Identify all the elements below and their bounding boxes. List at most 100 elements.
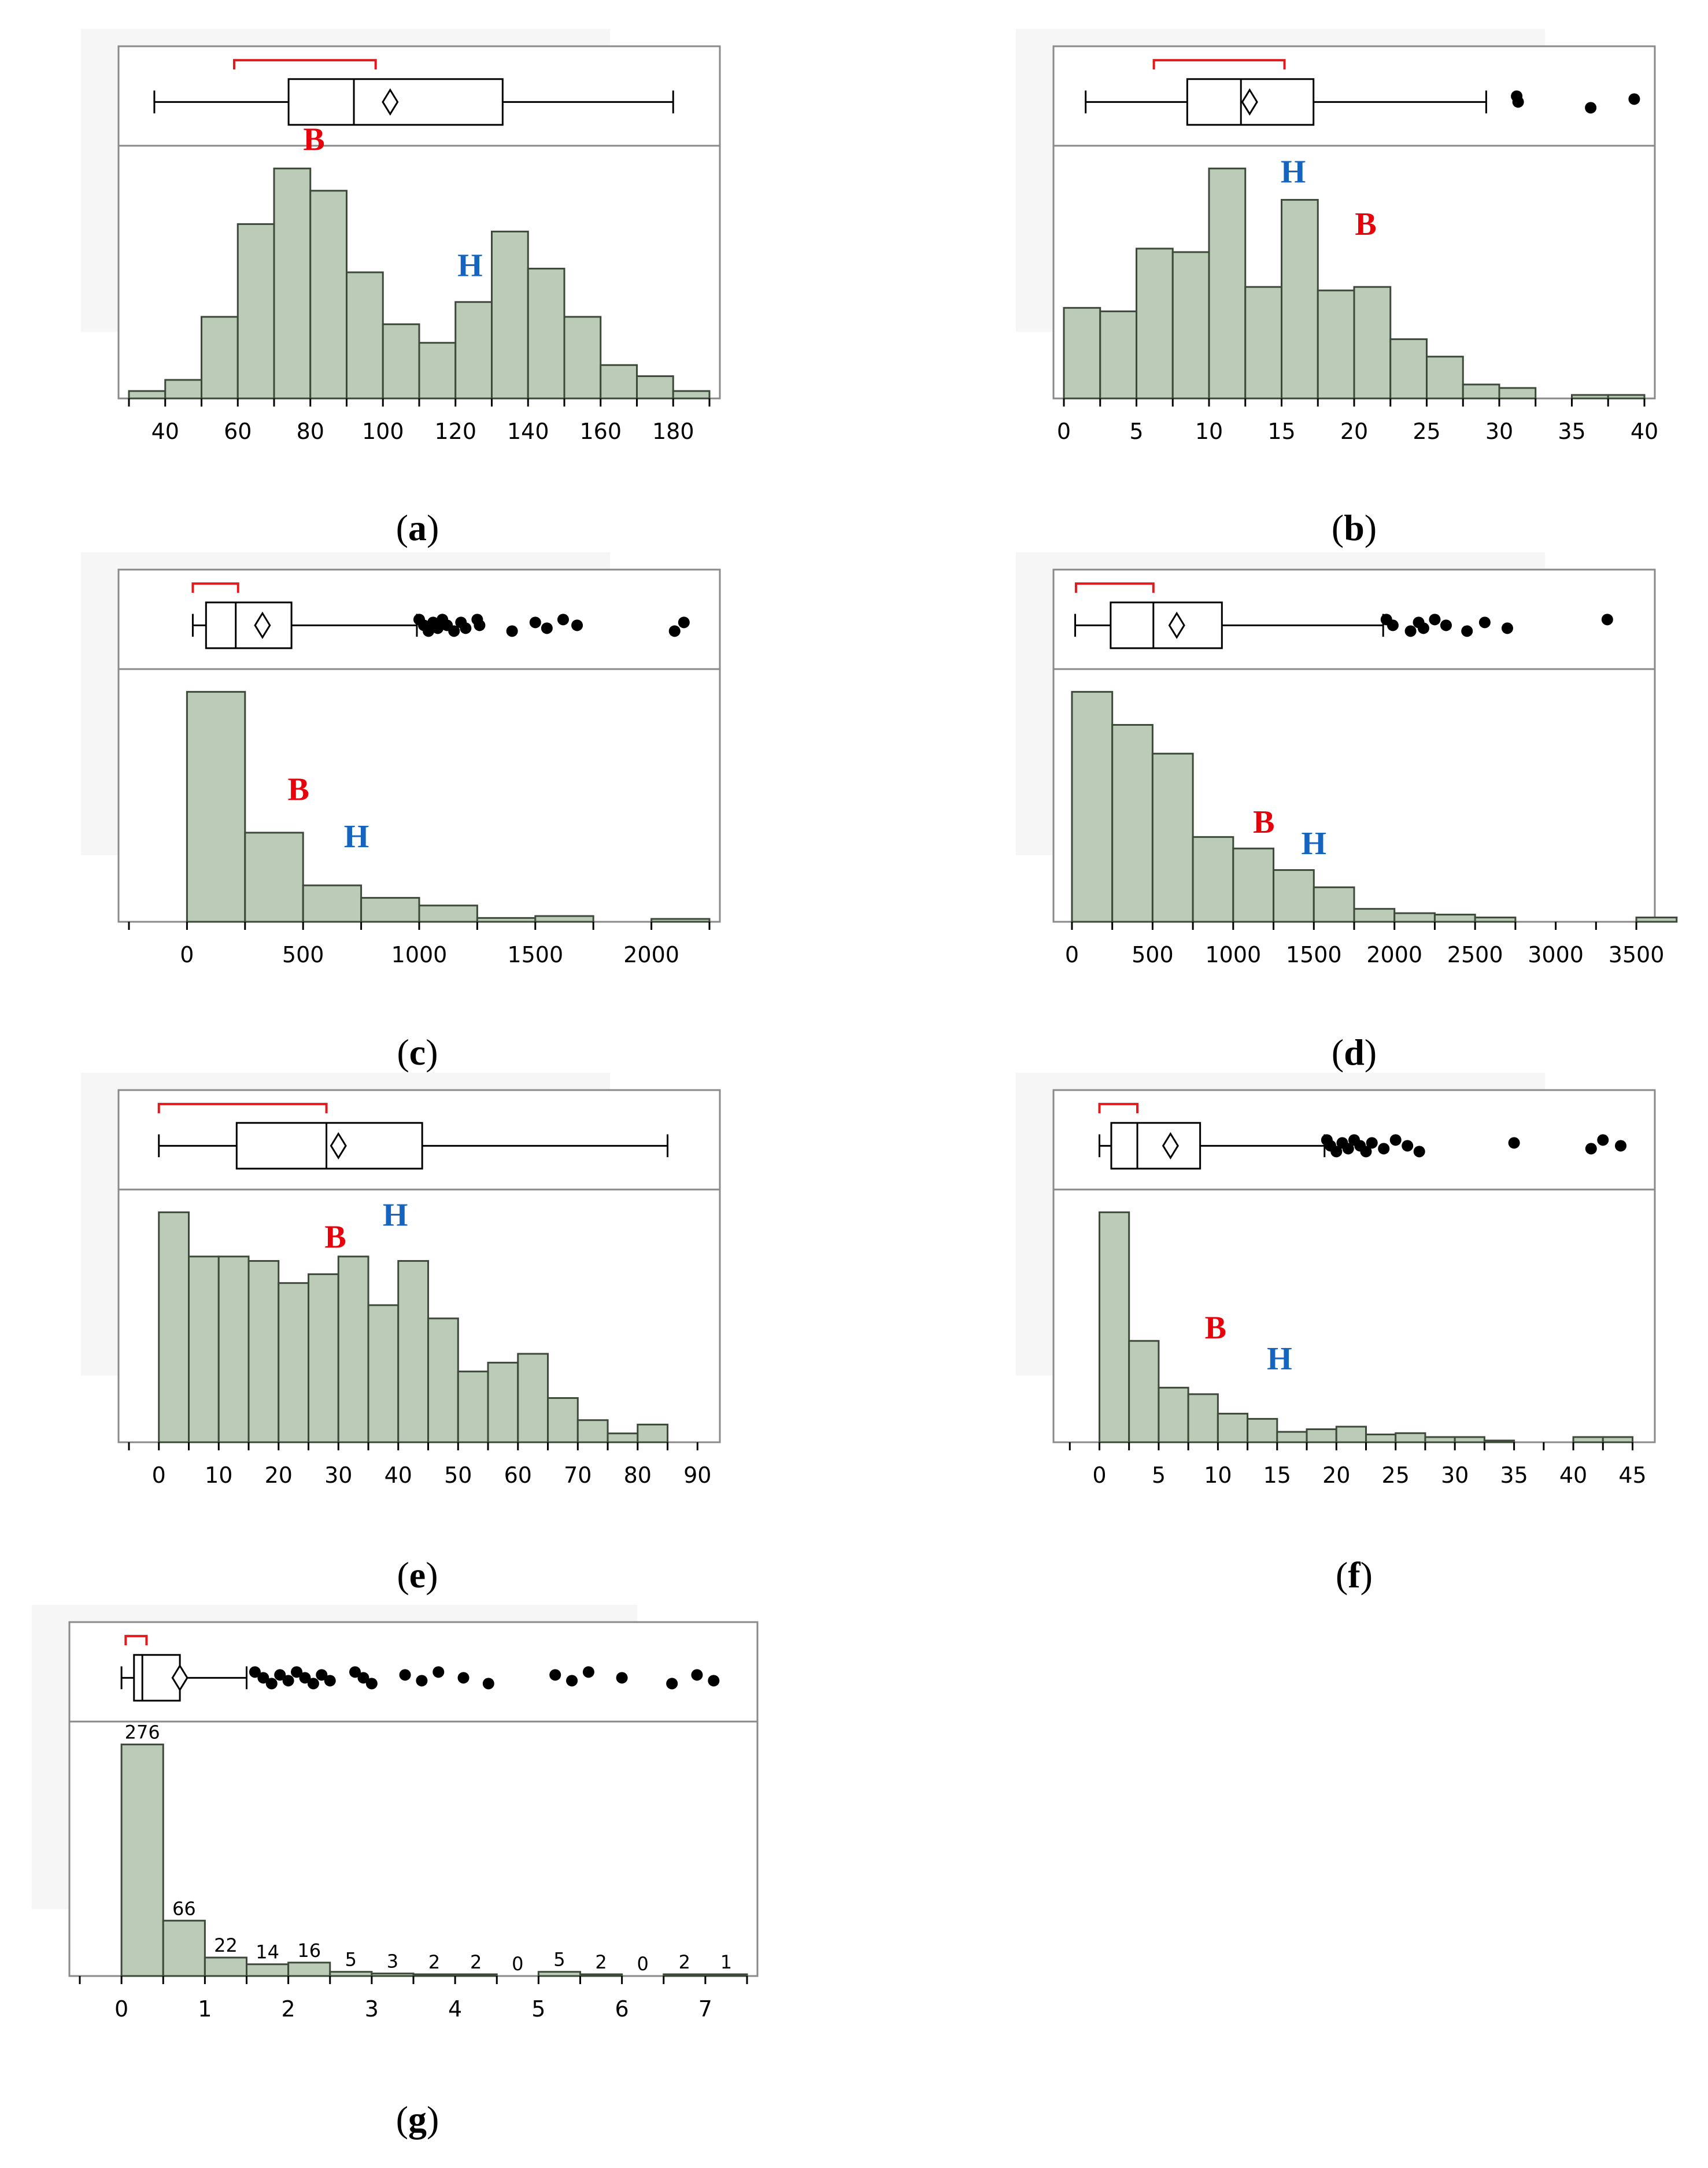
histogram-bar-a-6 (346, 271, 384, 400)
mean-diamond-b (1241, 88, 1258, 116)
count-label-g-13: 2 (679, 1951, 690, 1973)
outlier-point-f-14 (1585, 1143, 1597, 1155)
histogram-bar-d-5 (1273, 869, 1315, 923)
histogram-bar-a-8 (418, 342, 457, 400)
histogram-bar-e-2 (217, 1255, 250, 1443)
annotation-H-e: H (383, 1197, 408, 1233)
x-tick-label-e-8: 80 (624, 1462, 652, 1488)
outlier-point-f-15 (1597, 1134, 1609, 1146)
outlier-point-d-4 (1417, 622, 1429, 634)
histogram-bar-b-8 (1353, 286, 1392, 400)
histogram-bar-b-11 (1462, 383, 1500, 400)
iqr-box-c (205, 601, 293, 649)
outlier-point-f-12 (1413, 1146, 1425, 1158)
x-tick-label-e-1: 10 (205, 1462, 232, 1488)
histogram-bar-f-12 (1454, 1436, 1485, 1443)
histogram-bar-e-16 (637, 1423, 669, 1443)
histogram-bar-b-14 (1571, 394, 1609, 400)
x-tick-label-g-2: 2 (282, 1996, 295, 2022)
histogram-bar-a-5 (309, 190, 347, 400)
histogram-bar-e-6 (337, 1255, 369, 1443)
count-label-g-6: 3 (387, 1951, 398, 1973)
histogram-bar-b-7 (1317, 289, 1355, 400)
histogram-bar-d-6 (1313, 886, 1355, 923)
outlier-point-b-1 (1512, 96, 1524, 108)
x-tick-label-f-3: 15 (1263, 1462, 1291, 1488)
outlier-point-f-10 (1389, 1134, 1402, 1146)
histogram-bar-e-7 (367, 1304, 400, 1443)
outlier-point-g-10 (349, 1666, 361, 1678)
count-label-g-8: 2 (470, 1951, 482, 1973)
outlier-point-d-10 (1601, 614, 1613, 626)
outlier-point-c-17 (668, 625, 681, 637)
x-tick-label-f-8: 40 (1559, 1462, 1587, 1488)
histogram-bar-f-16 (1572, 1436, 1604, 1443)
interval-bracket-d (1074, 582, 1155, 593)
x-tick-label-d-4: 2000 (1366, 942, 1422, 967)
histogram-bar-g-2 (204, 1956, 247, 1977)
iqr-box-f (1110, 1122, 1201, 1170)
histogram-bar-e-1 (188, 1255, 220, 1443)
histogram-bar-f-8 (1335, 1425, 1367, 1443)
count-label-g-2: 22 (214, 1934, 238, 1956)
outlier-point-d-2 (1404, 625, 1417, 637)
outlier-point-f-8 (1366, 1137, 1378, 1149)
x-tick-label-b-0: 0 (1057, 419, 1071, 444)
mean-diamond-e (330, 1132, 347, 1159)
x-tick-label-b-1: 5 (1129, 419, 1143, 444)
histogram-bar-e-15 (607, 1432, 639, 1443)
histogram-bar-e-3 (247, 1260, 280, 1443)
outlier-point-g-19 (566, 1675, 578, 1687)
annotation-B-b: B (1355, 206, 1376, 242)
x-tick-label-f-9: 45 (1618, 1462, 1646, 1488)
histogram-bar-f-3 (1187, 1393, 1219, 1443)
interval-bracket-a (232, 59, 377, 70)
panel-label-a: (a) (396, 507, 439, 548)
histogram-bar-g-11 (579, 1973, 623, 1977)
histogram-bar-e-10 (457, 1371, 489, 1443)
outlier-point-c-7 (448, 625, 460, 637)
histogram-bar-b-5 (1244, 286, 1282, 400)
histogram-bar-f-2 (1158, 1387, 1189, 1443)
outlier-point-g-18 (549, 1669, 561, 1681)
x-tick-label-a-2: 80 (297, 419, 324, 444)
count-label-g-1: 66 (172, 1897, 196, 1919)
histogram-bar-c-5 (476, 917, 537, 923)
chart-a: 40 60 80 100 120 140 160 180 B H (81, 29, 721, 444)
histogram-bar-a-0 (128, 390, 167, 400)
histogram-bar-e-13 (547, 1397, 579, 1443)
x-tick-label-e-9: 90 (683, 1462, 711, 1488)
x-tick-label-c-1: 500 (282, 942, 324, 967)
histogram-bar-b-12 (1498, 387, 1537, 400)
x-tick-label-e-3: 30 (324, 1462, 352, 1488)
histogram-bar-b-9 (1389, 338, 1428, 400)
x-tick-label-e-6: 60 (504, 1462, 532, 1488)
panel-label-g: (g) (396, 2099, 439, 2140)
outlier-point-g-20 (582, 1666, 594, 1678)
histogram-bar-f-4 (1217, 1413, 1249, 1443)
outlier-point-g-21 (616, 1672, 628, 1684)
histogram-bar-e-4 (278, 1282, 310, 1443)
x-tick-label-d-0: 0 (1065, 942, 1079, 967)
outlier-point-c-15 (557, 614, 569, 626)
histogram-bar-c-0 (186, 690, 246, 923)
x-tick-label-g-5: 5 (531, 1996, 545, 2022)
histogram-bar-f-9 (1365, 1434, 1397, 1443)
histogram-bar-b-1 (1099, 310, 1137, 400)
outlier-point-g-7 (307, 1678, 319, 1690)
histogram-bar-a-13 (600, 364, 638, 400)
chart-b: 0 5 10 15 20 25 30 35 40 H B (1016, 29, 1658, 444)
outlier-point-g-16 (457, 1672, 469, 1684)
histogram-bar-f-17 (1602, 1436, 1634, 1443)
interval-bracket-b (1152, 59, 1286, 70)
iqr-box-d (1110, 601, 1223, 649)
x-tick-label-b-3: 15 (1267, 419, 1295, 444)
histogram-bar-c-2 (302, 884, 363, 923)
panel-label-e: (e) (397, 1554, 438, 1595)
histogram-bar-c-1 (244, 832, 304, 923)
interval-bracket-c (191, 582, 239, 593)
x-tick-label-a-6: 160 (579, 419, 622, 444)
histogram-bar-b-10 (1426, 356, 1464, 400)
x-tick-label-b-4: 20 (1340, 419, 1368, 444)
outlier-point-g-6 (299, 1672, 311, 1684)
